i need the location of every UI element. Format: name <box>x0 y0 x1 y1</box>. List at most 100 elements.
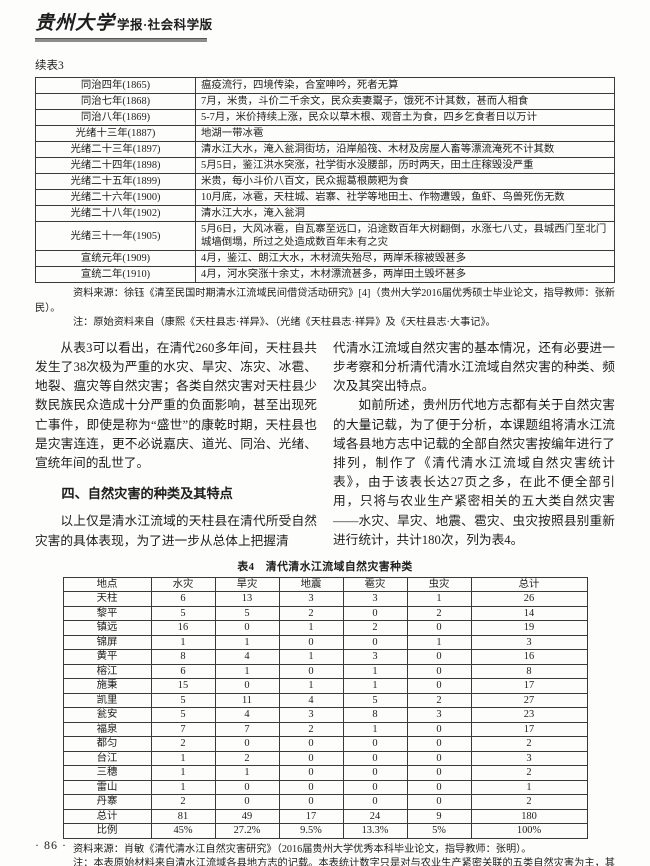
table-cell: 1 <box>214 634 280 651</box>
table-cell: 15 <box>150 678 216 694</box>
table-cell: 2 <box>150 736 216 752</box>
table-cell: 7 <box>214 721 280 738</box>
table-cell: 9.5% <box>278 823 344 839</box>
table4-source-note: 资料来源：肖敏《清代清水江自然灾害研究》（2016届贵州大学优秀本科毕业论文，指… <box>73 843 532 855</box>
paragraph: 如前所述，贵州历代地方志都有关于自然灾害的大量记载，为了便于分析，本课题组将清水… <box>333 398 615 547</box>
table-cell: 榕江 <box>62 663 152 680</box>
table-cell: 0 <box>278 765 344 781</box>
column-header-place: 地点 <box>62 576 152 593</box>
table-cell: 2 <box>278 605 344 622</box>
table-cell: 1 <box>214 663 280 680</box>
table-cell: 三穗 <box>62 765 152 781</box>
table-row: 丹寨 2 0 0 0 0 2 <box>62 794 588 810</box>
table-cell: 9 <box>406 808 472 825</box>
table-cell: 1 <box>342 721 408 738</box>
table-row: 台江 1 2 0 0 0 3 <box>62 750 588 767</box>
journal-logo-suffix: 学报·社会科学版 <box>117 18 213 32</box>
table-cell: 17 <box>278 808 344 825</box>
table-row: 光绪二十四年(1898) 5月5日，鉴江洪水突涨，社学街水没腰部，历时两天，田土庄… <box>35 157 615 174</box>
table-cell: 2 <box>470 794 588 810</box>
table-cell: 8 <box>150 649 216 665</box>
table-cell: 3 <box>342 591 408 607</box>
column-header-drought: 旱灾 <box>214 576 280 593</box>
continued-table-label: 续表3 <box>35 60 64 72</box>
table-cell: 黄平 <box>62 649 152 665</box>
article-body: 从表3可以看出，在清代260多年间，天柱县共发生了38次极为严重的水灾、旱灾、冻… <box>35 339 615 551</box>
table-cell: 黎平 <box>62 605 152 622</box>
column-header-quake: 地震 <box>278 576 344 593</box>
table-row: 宣统元年(1909) 4月，鉴江、朗江大水，木材流失殆尽，两岸禾稼被毁甚多 <box>35 250 615 267</box>
table-cell: 清水江大水，淹入瓮洞 <box>195 205 615 222</box>
table-cell: 0 <box>278 779 344 796</box>
table-cell: 0 <box>278 794 344 810</box>
table-cell: 10月底，冰雹，天柱城、岩寨、社学等地田土、作物遭毁，鱼虾、鸟兽死伤无数 <box>195 189 615 206</box>
paragraph: 以上仅是清水江流域的天柱县在清代所受自然灾害的具体表现，为了进一步从总体上把握清 <box>35 514 317 548</box>
table-cell: 1 <box>406 591 472 607</box>
table-cell: 14 <box>470 605 588 622</box>
table4-caption: 表4 清代清水江流域自然灾害种类 <box>237 560 413 573</box>
table-row: 光绪二十五年(1899) 米贵，每小斗价八百文，民众掘葛根蕨粑为食 <box>35 173 615 190</box>
table-row: 都匀 2 0 0 0 0 2 <box>62 736 588 752</box>
table-cell: 1 <box>150 750 216 767</box>
table-cell: 6 <box>150 663 216 680</box>
table-cell: 5月6日，大风冰雹，自瓦寨至远口，沿途数百年大树翻倒，水涨七八丈，县城西门至北门… <box>195 221 615 251</box>
table-cell: 都匀 <box>62 736 152 752</box>
table-cell: 0 <box>342 736 408 752</box>
table-cell: 4月，鉴江、朗江大水，木材流失殆尽，两岸禾稼被毁甚多 <box>195 250 615 267</box>
table-cell: 0 <box>342 605 408 622</box>
table-cell: 81 <box>150 808 216 825</box>
table-header-row: 地点 水灾 旱灾 地震 雹灾 虫灾 总计 <box>62 576 588 593</box>
table-cell: 雷山 <box>62 779 152 796</box>
table-cell: 同治七年(1868) <box>35 93 196 110</box>
section-heading: 四、自然灾害的种类及其特点 <box>61 486 233 502</box>
table-cell: 米贵，每小斗价八百文，民众掘葛根蕨粑为食 <box>195 173 615 190</box>
table-cell: 0 <box>342 634 408 651</box>
table-cell: 2 <box>470 765 588 781</box>
table-row: 天柱 6 13 3 3 1 26 <box>62 591 588 607</box>
table-cell: 1 <box>342 663 408 680</box>
table-row: 比例 45% 27.2% 9.5% 13.3% 5% 100% <box>62 823 588 839</box>
table-cell: 100% <box>470 823 588 839</box>
table-row: 瓮安 5 4 3 8 3 23 <box>62 707 588 723</box>
table-cell: 5 <box>342 692 408 709</box>
table-cell: 0 <box>406 794 472 810</box>
paragraph: 代清水江流域自然灾害的基本情况，还有必要进一步考察和分析清代清水江流域自然灾害的… <box>333 340 615 394</box>
table-cell: 7月，米贵，斗价二千余文，民众卖妻鬻子，饿死不计其数，甚而人相食 <box>195 93 615 110</box>
table-cell: 5 <box>150 692 216 709</box>
table-cell: 镇远 <box>62 620 152 636</box>
table-cell: 5% <box>406 823 472 839</box>
table-cell: 0 <box>406 750 472 767</box>
table-row: 同治四年(1865) 瘟疫流行，四境传染，合室呻吟，死者无算 <box>35 77 615 94</box>
table-cell: 0 <box>278 750 344 767</box>
table-cell: 11 <box>214 692 280 709</box>
masthead-rule-divider <box>35 38 207 42</box>
table-cell: 3 <box>406 707 472 723</box>
table-cell: 13.3% <box>342 823 408 839</box>
disaster-year-table: 同治四年(1865) 瘟疫流行，四境传染，合室呻吟，死者无算 同治七年(1868) 7… <box>35 77 615 283</box>
table-row: 雷山 1 0 0 0 0 1 <box>62 779 588 796</box>
column-header-insect: 虫灾 <box>406 576 472 593</box>
table-cell: 3 <box>278 591 344 607</box>
table-cell: 49 <box>214 808 280 825</box>
table-cell: 瘟疫流行，四境传染，合室呻吟，死者无算 <box>195 77 615 94</box>
table-cell: 8 <box>470 663 588 680</box>
table-row: 光绪二十八年(1902) 清水江大水，淹入瓮洞 <box>35 205 615 222</box>
table-cell: 3 <box>342 649 408 665</box>
table-cell: 23 <box>470 707 588 723</box>
table-cell: 0 <box>214 779 280 796</box>
table-cell: 光绪三十一年(1905) <box>35 221 196 251</box>
table4-notes: 资料来源：肖敏《清代清水江自然灾害研究》（2016届贵州大学优秀本科毕业论文，指… <box>35 843 615 866</box>
table-cell: 福泉 <box>62 721 152 738</box>
table-cell: 0 <box>214 678 280 694</box>
column-header-hail: 雹灾 <box>342 576 408 593</box>
table-cell: 0 <box>342 750 408 767</box>
table-cell: 4 <box>214 707 280 723</box>
table-cell: 台江 <box>62 750 152 767</box>
table-cell: 1 <box>278 620 344 636</box>
table-cell: 24 <box>342 808 408 825</box>
left-column: 从表3可以看出，在清代260多年间，天柱县共发生了38次极为严重的水灾、旱灾、冻… <box>35 339 317 551</box>
table-cell: 0 <box>406 649 472 665</box>
table-cell: 丹寨 <box>62 794 152 810</box>
table-cell: 1 <box>214 765 280 781</box>
